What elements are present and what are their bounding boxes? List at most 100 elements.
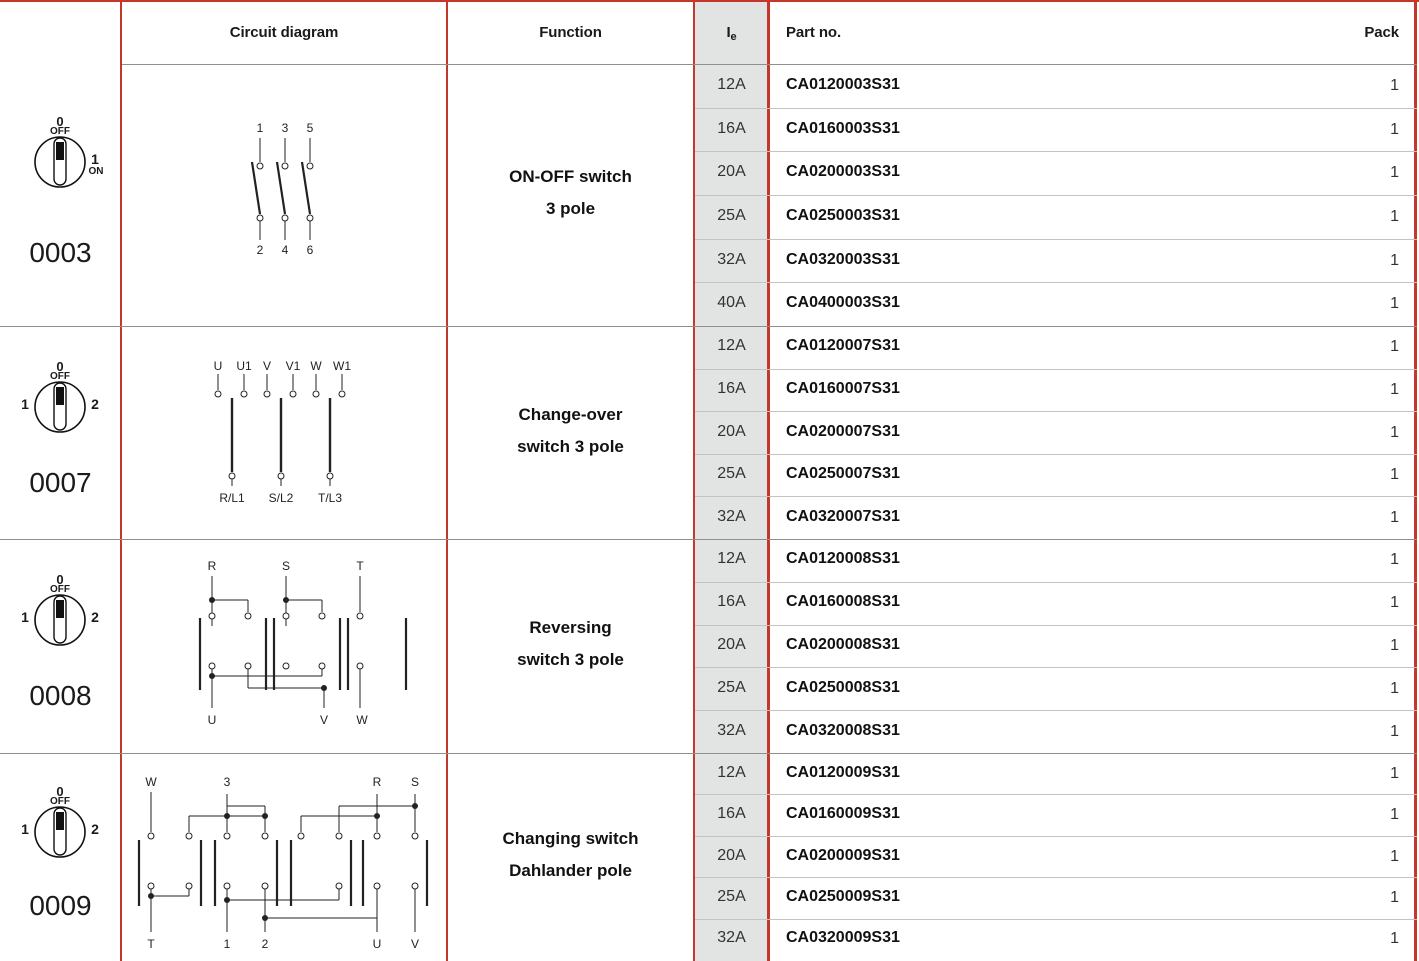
selector-label-top: 0 — [56, 114, 64, 130]
switch-code: 0003 — [29, 236, 92, 268]
header-ie-sub: e — [730, 31, 737, 43]
current-rating: 16A — [717, 119, 746, 137]
current-rating: 12A — [717, 337, 746, 355]
diagram-terminal-label: S — [282, 559, 290, 573]
diagram-terminal-label: U1 — [236, 359, 252, 373]
diagram-terminal-label: T/L3 — [318, 491, 342, 505]
pack-quantity: 1 — [1390, 338, 1399, 356]
diagram-terminal-label: R — [208, 559, 217, 573]
current-rating: 32A — [717, 507, 746, 525]
function-line-2: Dahlander pole — [509, 860, 632, 880]
row-divider — [695, 238, 1417, 240]
part-number: CA0200009S31 — [786, 846, 900, 864]
part-number: CA0320003S31 — [786, 250, 900, 268]
pack-quantity: 1 — [1390, 594, 1399, 612]
selector-label-right: 2 — [91, 820, 99, 837]
pack-quantity: 1 — [1390, 888, 1399, 906]
row-divider — [695, 368, 1417, 370]
row-divider — [0, 326, 1417, 327]
pack-quantity: 1 — [1390, 508, 1399, 526]
part-number: CA0250009S31 — [786, 887, 900, 905]
current-rating: 12A — [717, 763, 746, 781]
diagram-terminal-label: V — [411, 937, 419, 951]
row-divider — [695, 835, 1417, 837]
current-rating: 20A — [717, 636, 746, 653]
pack-quantity: 1 — [1390, 806, 1399, 824]
row-divider — [695, 624, 1417, 626]
selector-label-right: 1 — [91, 151, 99, 168]
on-off-circuit-diagram: 1 2 3 4 5 6 — [250, 122, 314, 257]
table-top-border — [0, 0, 1419, 2]
part-number: CA0200003S31 — [786, 163, 900, 181]
pack-quantity: 1 — [1390, 295, 1399, 313]
row-divider — [695, 195, 1417, 196]
row-divider — [695, 411, 1417, 413]
rating-column-shading — [695, 2, 768, 961]
diagram-terminal-label: S/L2 — [269, 491, 294, 505]
diagram-terminal-label: W — [356, 713, 368, 727]
column-divider — [120, 0, 122, 961]
pack-quantity: 1 — [1390, 120, 1399, 138]
diagram-terminal-label: 3 — [282, 122, 289, 135]
diagram-terminal-label: V — [320, 713, 328, 727]
diagram-terminal-label: T — [356, 559, 364, 573]
header-function: Function — [539, 23, 602, 41]
diagram-terminal-label: 2 — [257, 243, 264, 257]
pack-quantity: 1 — [1390, 930, 1399, 948]
diagram-terminal-label: R — [373, 775, 382, 789]
column-divider — [693, 0, 695, 961]
selector-label-top: 0 — [56, 783, 64, 799]
part-number: CA0320007S31 — [786, 507, 900, 525]
part-number: CA0250007S31 — [786, 465, 900, 483]
diagram-terminal-label: T — [147, 937, 155, 951]
selector-label-top-sub: OFF — [50, 795, 70, 807]
selector-label-right: 2 — [91, 395, 99, 412]
change-over-circuit-diagram: U U1 V V1 W W1 R/L1 S/L2 T/L3 — [214, 359, 352, 505]
diagram-terminal-label: 1 — [224, 937, 231, 951]
current-rating: 25A — [717, 465, 746, 483]
pack-quantity: 1 — [1390, 423, 1399, 441]
selector-label-top-sub: OFF — [50, 126, 70, 138]
rotary-selector-icon — [34, 805, 86, 858]
row-divider — [695, 794, 1417, 796]
column-divider — [767, 0, 770, 961]
part-number: CA0120009S31 — [786, 763, 900, 781]
part-number: CA0320009S31 — [786, 929, 900, 947]
current-rating: 12A — [717, 75, 746, 93]
part-number: CA0400003S31 — [786, 294, 900, 312]
current-rating: 16A — [717, 805, 746, 823]
function-line-2: switch 3 pole — [517, 436, 624, 456]
diagram-terminal-label: W1 — [333, 359, 351, 373]
rotary-selector-icon — [34, 380, 86, 433]
diagram-terminal-label: U — [214, 359, 223, 373]
switch-code: 0007 — [29, 466, 92, 498]
current-rating: 20A — [717, 422, 746, 440]
diagram-terminal-label: 5 — [307, 122, 314, 135]
selector-label-top-sub: OFF — [50, 584, 70, 596]
row-divider — [695, 581, 1417, 583]
row-divider — [695, 282, 1417, 284]
part-number: CA0200008S31 — [786, 636, 900, 653]
pack-quantity: 1 — [1390, 847, 1399, 865]
current-rating: 12A — [717, 550, 746, 568]
diagram-terminal-label: V — [263, 359, 271, 373]
switch-code: 0009 — [29, 889, 92, 921]
selector-label-right-sub: ON — [88, 166, 104, 178]
diagram-terminal-label: 1 — [257, 122, 264, 135]
diagram-terminal-label: 4 — [282, 243, 289, 257]
part-number: CA0160007S31 — [786, 379, 900, 397]
current-rating: 32A — [717, 250, 746, 268]
row-divider — [695, 107, 1417, 109]
current-rating: 16A — [717, 379, 746, 397]
diagram-terminal-label: 3 — [224, 775, 231, 789]
row-divider — [695, 453, 1417, 455]
diagram-terminal-label: U — [208, 713, 217, 727]
row-divider — [695, 877, 1417, 879]
diagram-terminal-label: W — [145, 775, 157, 789]
selector-label-left: 1 — [21, 820, 29, 837]
pack-quantity: 1 — [1390, 637, 1399, 654]
function-line-1: Changing switch — [502, 828, 639, 848]
pack-quantity: 1 — [1390, 551, 1399, 569]
row-divider — [0, 539, 1417, 540]
pack-quantity: 1 — [1390, 207, 1399, 225]
